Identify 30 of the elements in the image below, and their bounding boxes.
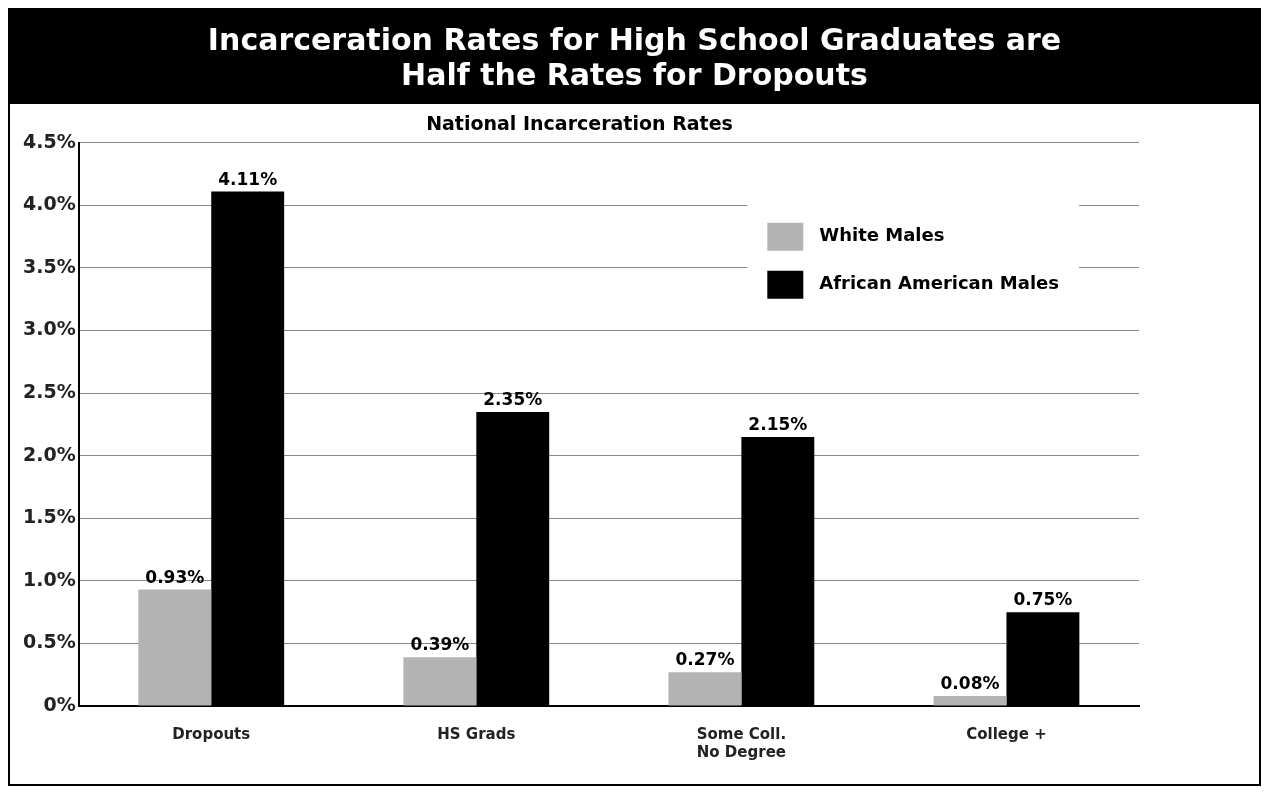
x-tick-label: HS Grads	[437, 724, 516, 743]
chart-title: Incarceration Rates for High School Graduates are Half the Rates for Dropouts	[206, 22, 1063, 92]
bar	[138, 589, 212, 706]
y-tick-label: 2.5%	[22, 380, 76, 403]
x-tick-label: Some Coll. No Degree	[696, 724, 787, 761]
data-label: 2.15%	[748, 413, 808, 434]
data-label: 0.93%	[145, 566, 205, 587]
y-tick-label: 1.5%	[22, 505, 76, 528]
legend-label: White Males	[819, 224, 945, 246]
y-tick-label: 3.5%	[22, 254, 76, 277]
bar	[668, 672, 742, 706]
y-tick-label: 3.0%	[22, 317, 76, 340]
x-tick-label: Dropouts	[172, 724, 251, 743]
data-label: 0.27%	[675, 649, 735, 670]
y-tick-label: 0.5%	[22, 630, 76, 653]
bar	[403, 657, 477, 706]
y-tick-label: 4.5%	[22, 129, 76, 152]
bar	[933, 695, 1007, 706]
data-label: 0.08%	[940, 672, 1000, 693]
x-tick-label: College +	[966, 724, 1047, 743]
data-label: 0.75%	[1013, 589, 1073, 610]
legend-label: African American Males	[819, 272, 1060, 294]
y-tick-label: 1.0%	[22, 567, 76, 590]
y-tick-label: 0%	[43, 692, 76, 715]
chart-subtitle: National Incarceration Rates	[426, 112, 733, 135]
y-tick-label: 2.0%	[22, 442, 76, 465]
y-tick-label: 4.0%	[22, 192, 76, 215]
data-label: 0.39%	[410, 634, 470, 655]
data-label: 4.11%	[218, 168, 278, 189]
data-label: 2.35%	[483, 388, 543, 409]
